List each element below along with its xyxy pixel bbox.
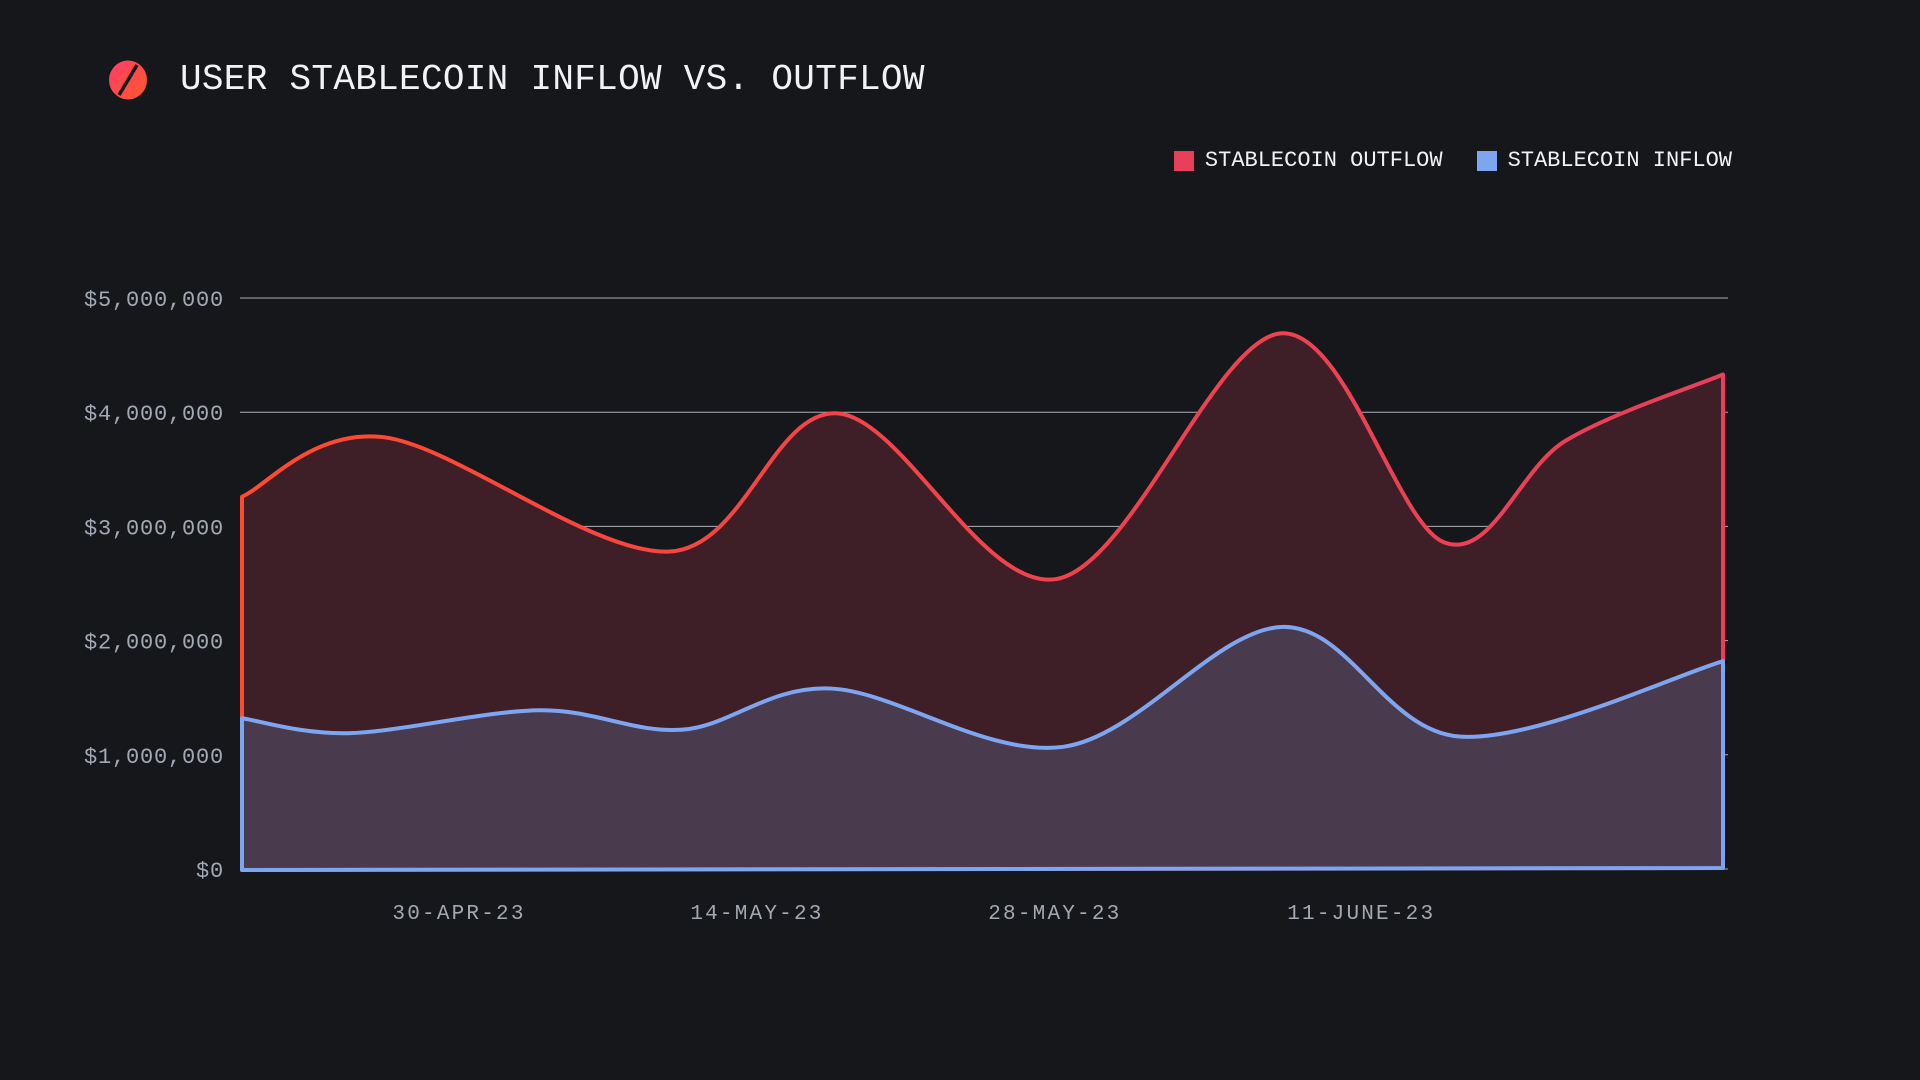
legend-swatch-outflow [1173, 150, 1194, 171]
y-tick-label: $5,000,000 [84, 288, 224, 313]
y-tick-label: $1,000,000 [84, 745, 224, 770]
legend-item-outflow[interactable]: STABLECOIN OUTFLOW [1173, 148, 1443, 173]
y-tick-label: $2,000,000 [84, 631, 224, 656]
no-entry-logo-icon [109, 60, 147, 100]
legend-swatch-inflow [1476, 150, 1497, 171]
x-tick-label: 30-APR-23 [392, 903, 525, 926]
legend-item-inflow[interactable]: STABLECOIN INFLOW [1476, 148, 1732, 173]
x-tick-label: 11-JUNE-23 [1287, 903, 1435, 926]
y-tick-label: $3,000,000 [84, 516, 224, 541]
legend-label-inflow: STABLECOIN INFLOW [1507, 148, 1732, 173]
chart-title: USER STABLECOIN INFLOW VS. OUTFLOW [180, 59, 925, 100]
y-tick-label: $4,000,000 [84, 402, 224, 427]
chart-header: USER STABLECOIN INFLOW VS. OUTFLOW [108, 58, 925, 102]
x-tick-label: 28-MAY-23 [988, 903, 1121, 926]
legend-label-outflow: STABLECOIN OUTFLOW [1204, 148, 1443, 173]
x-tick-label: 14-MAY-23 [690, 903, 823, 926]
chart-legend: STABLECOIN OUTFLOW STABLECOIN INFLOW [1140, 148, 1732, 173]
y-tick-label: $0 [196, 859, 224, 884]
inflow-area [240, 624, 1725, 872]
